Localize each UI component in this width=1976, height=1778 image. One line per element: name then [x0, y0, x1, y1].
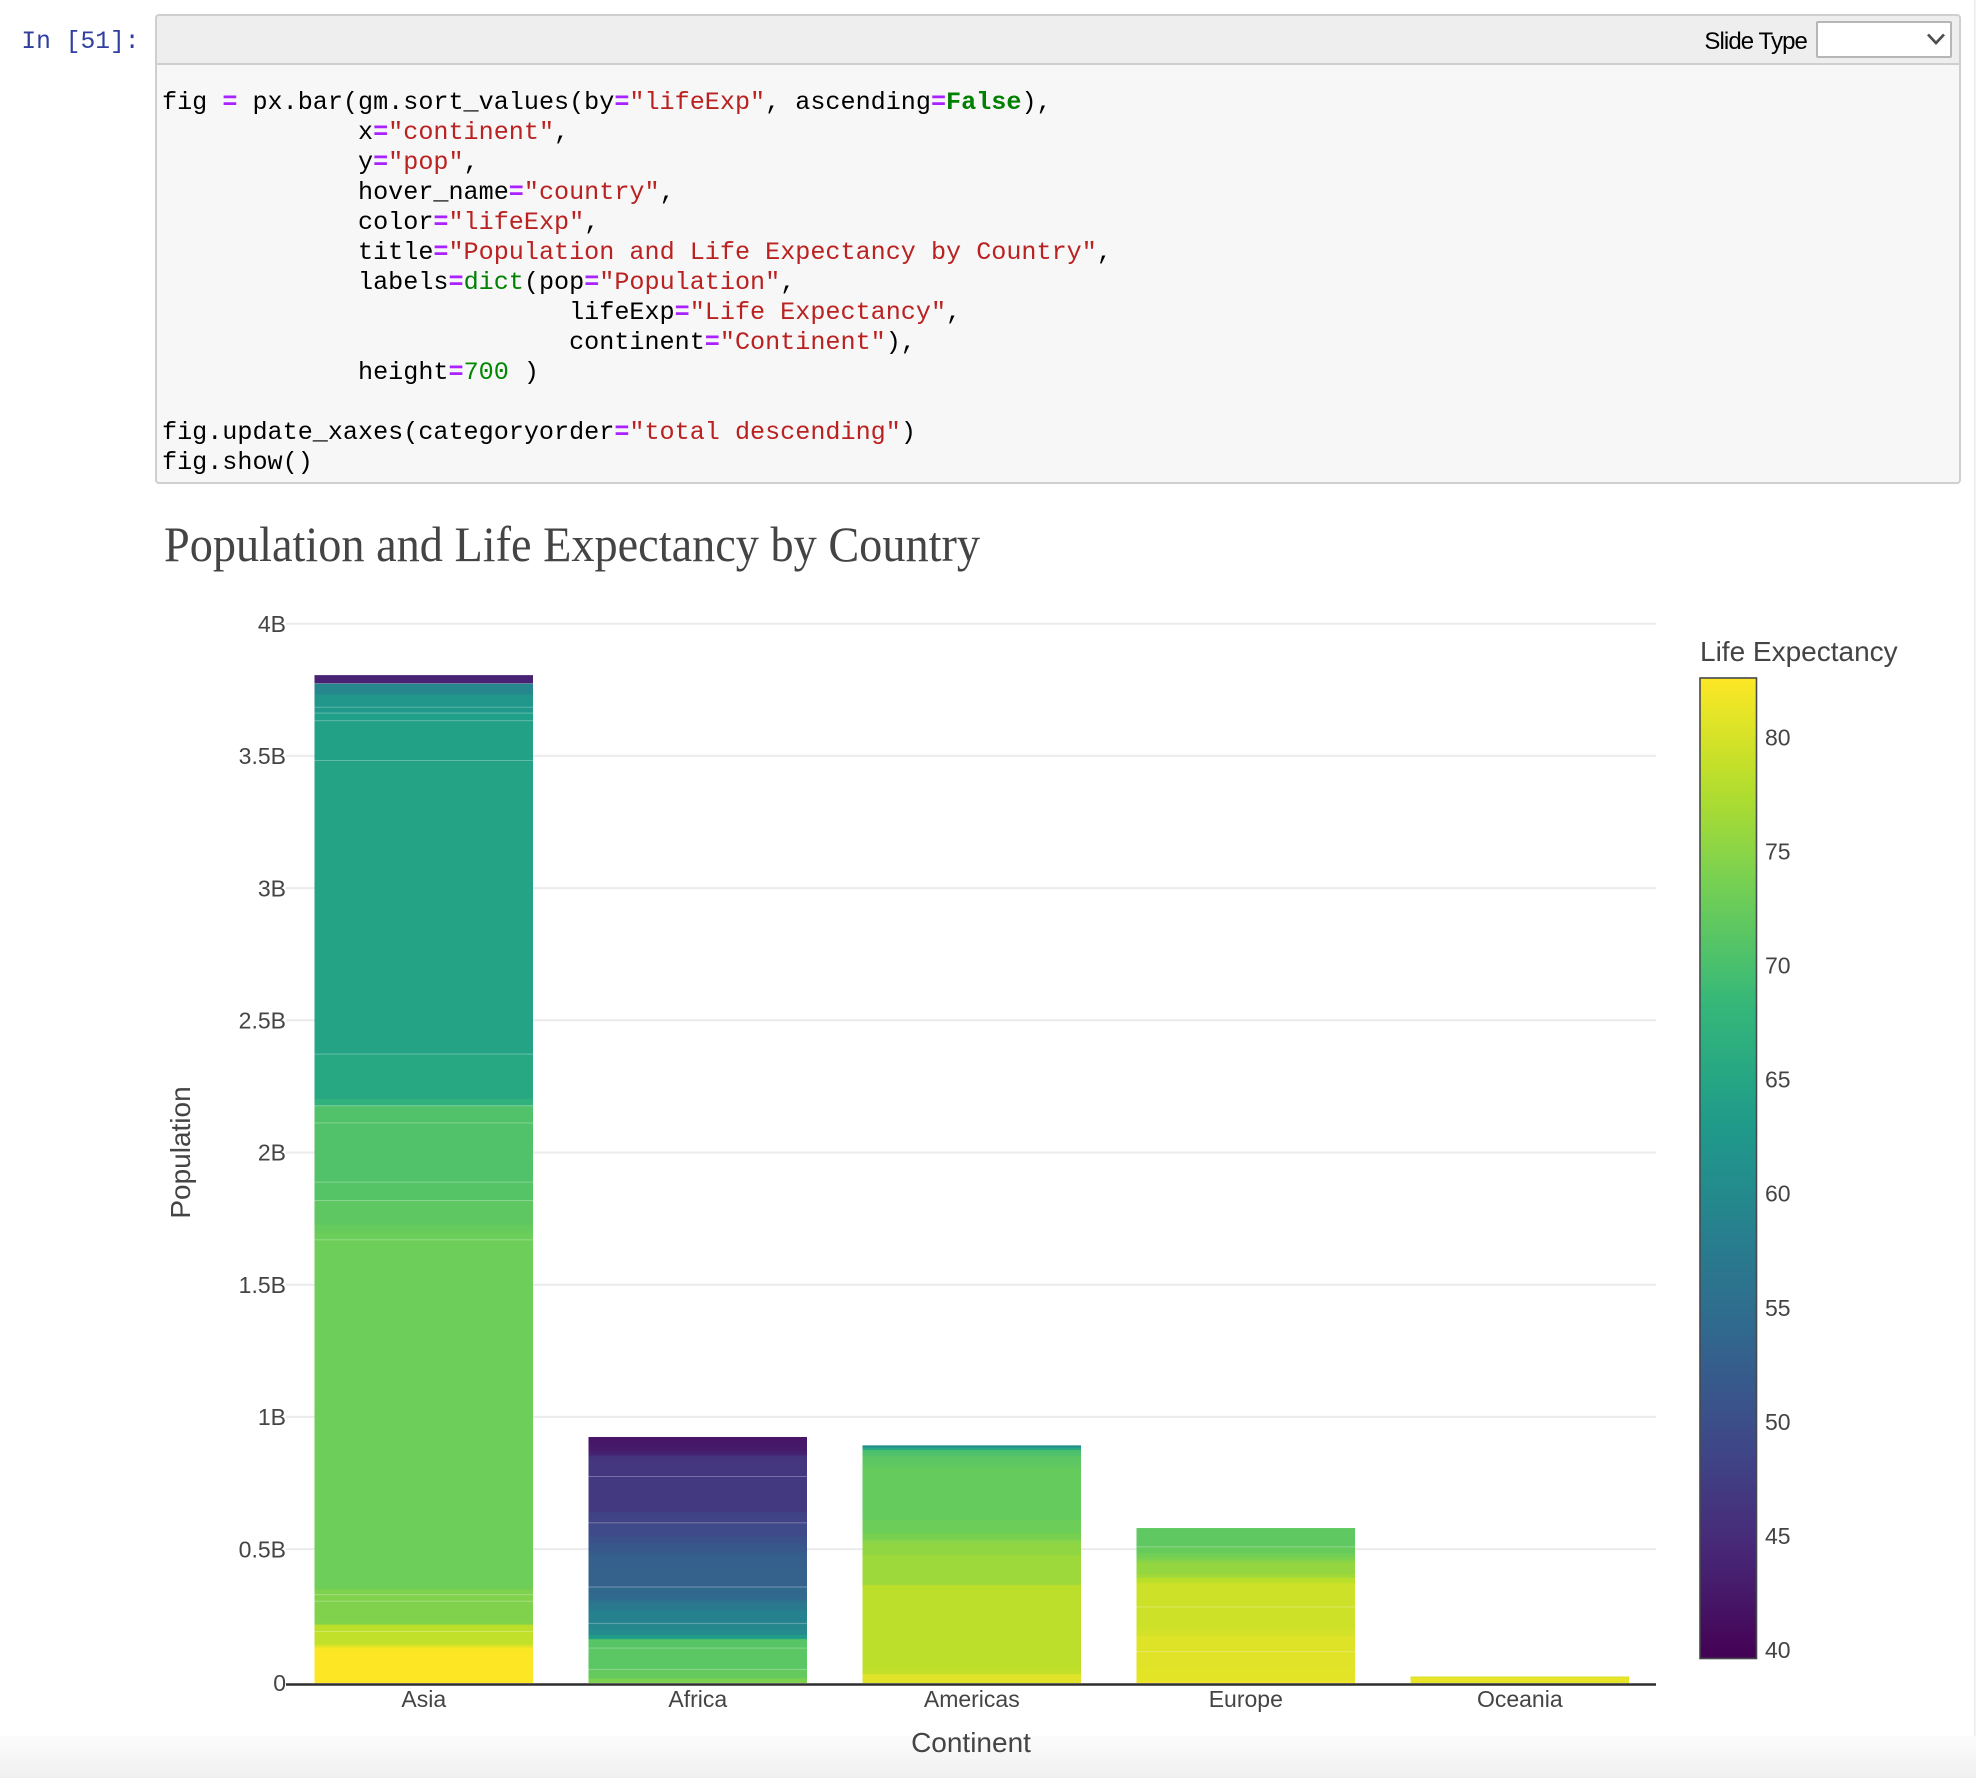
svg-text:3.5B: 3.5B: [239, 743, 286, 769]
svg-text:Americas: Americas: [924, 1686, 1020, 1712]
svg-text:45: 45: [1765, 1523, 1791, 1549]
svg-text:y="pop",: y="pop",: [162, 148, 479, 177]
svg-text:height=700 ): height=700 ): [162, 358, 539, 387]
svg-text:2B: 2B: [258, 1140, 286, 1166]
svg-text:3B: 3B: [258, 875, 286, 901]
svg-text:2.5B: 2.5B: [239, 1008, 286, 1034]
svg-text:x="continent",: x="continent",: [162, 118, 569, 147]
svg-text:0: 0: [273, 1670, 286, 1696]
svg-text:1B: 1B: [258, 1404, 286, 1430]
svg-text:55: 55: [1765, 1295, 1791, 1321]
svg-text:1.5B: 1.5B: [239, 1272, 286, 1298]
svg-text:65: 65: [1765, 1067, 1791, 1093]
svg-text:Oceania: Oceania: [1477, 1686, 1563, 1712]
svg-text:60: 60: [1765, 1181, 1791, 1207]
svg-text:80: 80: [1765, 725, 1791, 751]
svg-text:labels=dict(pop="Population",: labels=dict(pop="Population",: [162, 268, 795, 297]
svg-text:lifeExp="Life Expectancy",: lifeExp="Life Expectancy",: [162, 298, 961, 327]
svg-text:Life Expectancy: Life Expectancy: [1700, 636, 1898, 667]
svg-text:70: 70: [1765, 953, 1791, 979]
svg-text:Population: Population: [165, 1086, 196, 1218]
svg-text:Asia: Asia: [401, 1686, 446, 1712]
svg-text:continent="Continent"),: continent="Continent"),: [162, 328, 916, 357]
svg-text:color="lifeExp",: color="lifeExp",: [162, 208, 599, 237]
svg-text:4B: 4B: [258, 611, 286, 637]
svg-text:Europe: Europe: [1209, 1686, 1283, 1712]
svg-text:Africa: Africa: [668, 1686, 727, 1712]
svg-text:fig.update_xaxes(categoryorder: fig.update_xaxes(categoryorder="total de…: [162, 418, 916, 447]
svg-text:0.5B: 0.5B: [239, 1536, 286, 1562]
svg-text:Continent: Continent: [911, 1727, 1031, 1758]
svg-text:In [51]:: In [51]:: [21, 29, 139, 56]
svg-text:Slide Type: Slide Type: [1704, 28, 1807, 55]
svg-text:title="Population and Life Exp: title="Population and Life Expectancy by…: [162, 238, 1112, 267]
svg-text:50: 50: [1765, 1409, 1791, 1435]
svg-text:75: 75: [1765, 839, 1791, 865]
svg-text:fig.show(): fig.show(): [162, 448, 313, 477]
svg-text:fig = px.bar(gm.sort_values(by: fig = px.bar(gm.sort_values(by="lifeExp"…: [162, 88, 1052, 117]
svg-text:40: 40: [1765, 1637, 1791, 1663]
svg-text:hover_name="country",: hover_name="country",: [162, 178, 675, 207]
svg-text:Population and Life Expectancy: Population and Life Expectancy by Countr…: [164, 516, 980, 572]
